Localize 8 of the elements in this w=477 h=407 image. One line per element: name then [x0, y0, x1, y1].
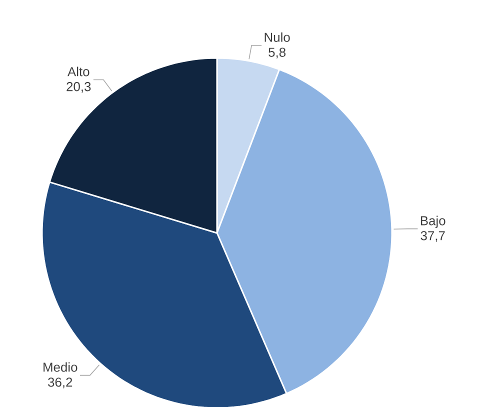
data-label: 37,7: [420, 231, 445, 242]
data-label: 5,8: [268, 48, 286, 58]
slice-label: Alto: [68, 66, 90, 76]
data-label: 20,3: [66, 82, 91, 93]
data-label: 36,2: [48, 378, 72, 388]
slice-label: Medio: [44, 362, 78, 372]
slice-label: Bajo: [420, 216, 446, 228]
slice-label: Nulo: [264, 32, 290, 42]
